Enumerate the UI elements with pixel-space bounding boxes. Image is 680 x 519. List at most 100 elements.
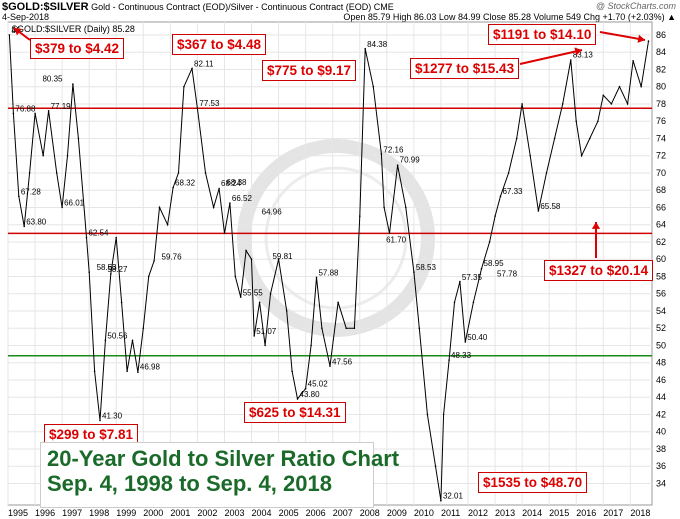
price-point xyxy=(353,327,356,330)
price-point xyxy=(388,232,391,235)
value-annotation: 80.35 xyxy=(42,75,63,84)
value-annotation: 77.19 xyxy=(51,102,72,111)
price-point xyxy=(405,206,407,209)
price-point xyxy=(580,154,583,157)
price-point xyxy=(66,154,69,157)
price-point xyxy=(464,341,467,343)
value-annotation: 47.56 xyxy=(332,357,353,366)
value-annotation: 58.53 xyxy=(97,263,118,272)
y-tick-label: 64 xyxy=(656,220,666,230)
price-point xyxy=(383,206,385,209)
price-point xyxy=(93,370,96,373)
symbol-label: $GOLD:$SILVER xyxy=(2,1,89,13)
price-point xyxy=(545,172,548,174)
price-point xyxy=(632,60,634,62)
price-point xyxy=(23,225,26,228)
price-point xyxy=(589,137,591,140)
y-tick-label: 80 xyxy=(656,82,666,92)
value-annotation: 62.54 xyxy=(88,228,109,237)
price-point xyxy=(8,34,11,36)
price-point xyxy=(120,301,123,304)
price-point xyxy=(99,419,101,422)
value-annotation: 46.98 xyxy=(140,362,161,371)
price-point xyxy=(507,172,510,174)
price-point xyxy=(245,249,247,252)
price-point xyxy=(364,47,367,50)
arrow-2018-head xyxy=(637,34,645,43)
value-annotation: 84.38 xyxy=(367,40,388,49)
price-point xyxy=(172,186,174,189)
y-tick-label: 70 xyxy=(656,168,666,178)
price-point xyxy=(529,154,531,157)
price-point xyxy=(310,344,312,347)
y-tick-label: 76 xyxy=(656,116,666,126)
price-point xyxy=(553,137,556,140)
price-point xyxy=(618,85,621,88)
x-tick-label: 2018 xyxy=(630,508,650,518)
x-tick-label: 1997 xyxy=(62,508,82,518)
x-tick-label: 2002 xyxy=(197,508,217,518)
price-point xyxy=(480,267,483,270)
y-tick-label: 66 xyxy=(656,202,666,212)
callout-1995: $379 to $4.42 xyxy=(30,38,125,59)
x-tick-label: 2001 xyxy=(170,508,190,518)
price-point xyxy=(196,107,199,110)
price-point xyxy=(223,232,226,235)
y-tick-label: 62 xyxy=(656,237,666,247)
value-annotation: 57.78 xyxy=(497,269,518,278)
price-point xyxy=(253,335,255,337)
price-point xyxy=(55,172,58,174)
price-point xyxy=(434,465,437,468)
arrow-2014-head xyxy=(591,222,601,229)
value-annotation: 58.95 xyxy=(484,259,505,268)
value-annotation: 58.27 xyxy=(107,265,128,274)
y-tick-label: 54 xyxy=(656,306,666,316)
price-point xyxy=(85,236,88,239)
arrow-2015 xyxy=(519,49,583,65)
y-tick-label: 52 xyxy=(656,323,666,333)
price-point xyxy=(626,103,629,105)
y-tick-label: 78 xyxy=(656,99,666,109)
x-tick-label: 2015 xyxy=(549,508,569,518)
value-annotation: 51.07 xyxy=(256,327,277,336)
y-tick-label: 56 xyxy=(656,289,666,299)
callout-2006: $625 to $14.31 xyxy=(244,402,346,423)
value-annotation: 68.38 xyxy=(226,178,247,187)
price-point xyxy=(488,241,491,243)
price-point xyxy=(72,83,74,85)
price-series-line xyxy=(8,34,649,501)
x-tick-label: 2012 xyxy=(468,508,488,518)
value-annotation: 82.11 xyxy=(194,59,214,68)
x-tick-label: 2014 xyxy=(522,508,542,518)
price-point xyxy=(459,280,461,283)
y-tick-label: 68 xyxy=(656,185,666,195)
callout-1998: $299 to $7.81 xyxy=(44,424,139,445)
value-annotation: 68.24 xyxy=(221,179,242,188)
price-point xyxy=(250,258,253,261)
value-annotation: 63.80 xyxy=(26,217,47,226)
price-point xyxy=(418,327,421,330)
y-tick-label: 84 xyxy=(656,47,666,57)
y-tick-label: 74 xyxy=(656,133,666,143)
value-annotation: 57.35 xyxy=(462,273,483,282)
price-point xyxy=(153,260,155,262)
price-point xyxy=(158,206,161,209)
price-point xyxy=(126,370,128,373)
big-title-line2: Sep. 4, 1998 to Sep. 4, 2018 xyxy=(47,471,332,496)
price-point xyxy=(359,215,361,217)
price-point xyxy=(372,85,375,88)
value-annotation: 43.80 xyxy=(300,390,321,399)
source-label: @ StockCharts.com xyxy=(595,1,676,11)
x-tick-label: 1998 xyxy=(89,508,109,518)
value-annotation: 45.02 xyxy=(308,379,329,388)
ohlc-readout: Open 85.79 High 86.03 Low 84.99 Close 85… xyxy=(343,12,676,22)
price-point xyxy=(115,236,117,239)
price-point xyxy=(537,210,540,212)
price-point xyxy=(137,371,139,374)
y-tick-label: 72 xyxy=(656,151,666,161)
value-annotation: 66.52 xyxy=(232,194,253,203)
callout-2011: $1535 to $48.70 xyxy=(478,472,588,493)
price-point xyxy=(110,273,112,275)
price-point xyxy=(212,206,215,209)
value-annotation: 77.53 xyxy=(199,99,220,108)
